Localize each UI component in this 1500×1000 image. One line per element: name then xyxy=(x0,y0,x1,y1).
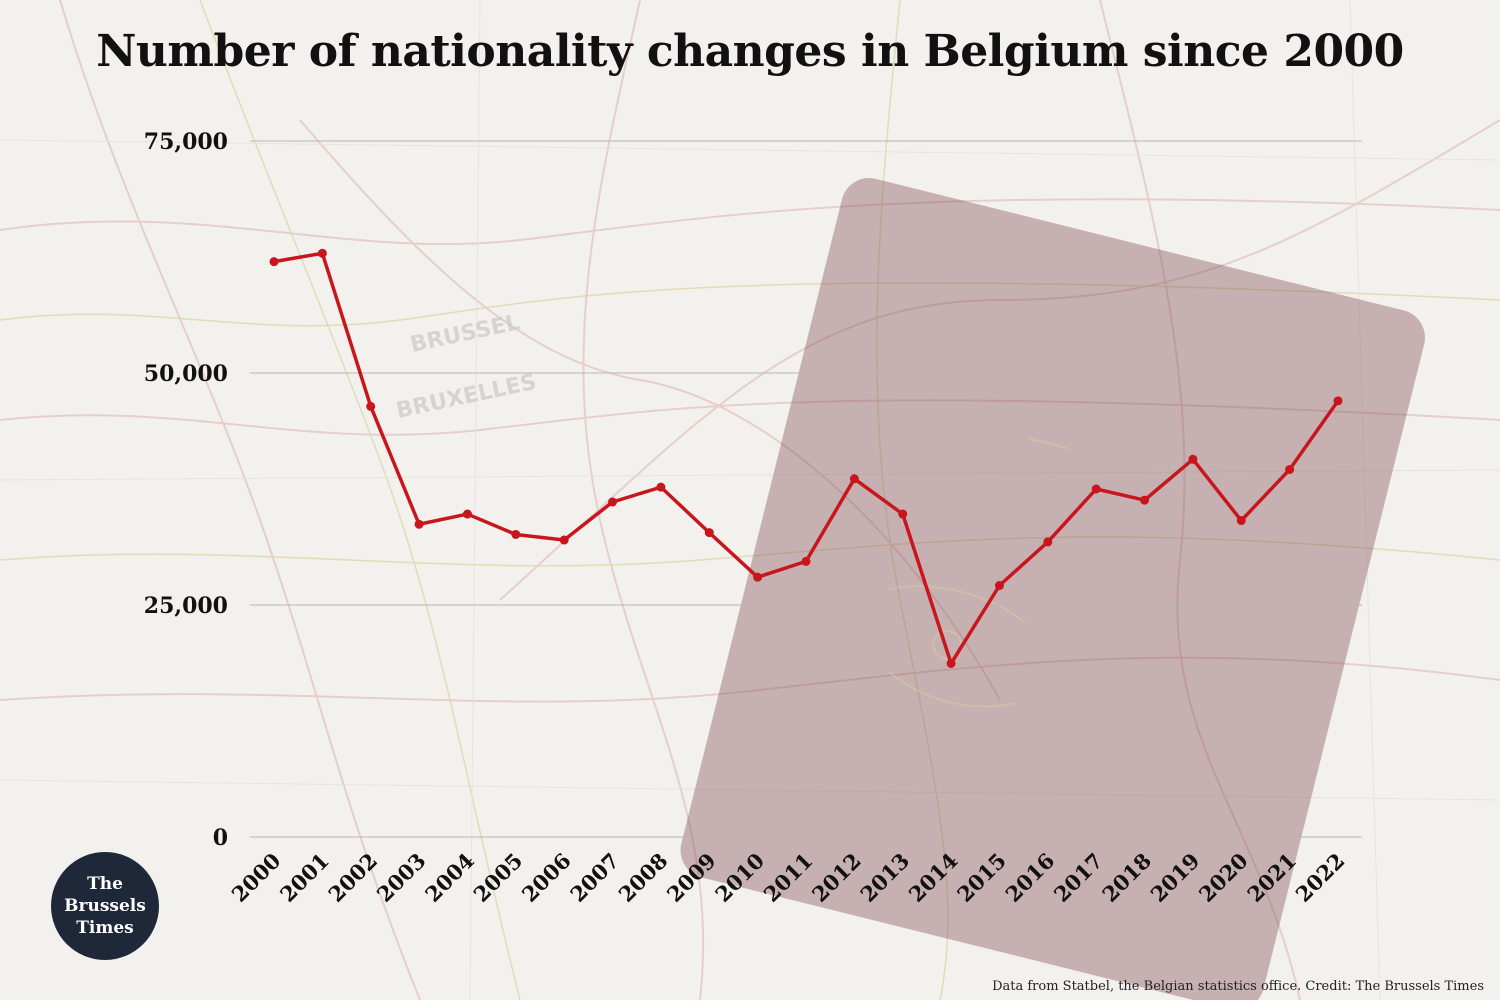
data-point xyxy=(898,509,908,519)
x-tick-label: 2006 xyxy=(517,848,576,907)
chart-title: Number of nationality changes in Belgium… xyxy=(96,26,1404,77)
data-point xyxy=(1091,484,1101,494)
x-tick-label: 2000 xyxy=(227,848,286,907)
data-point xyxy=(1236,516,1246,526)
data-point xyxy=(462,509,472,519)
data-point xyxy=(559,535,569,545)
x-tick-label: 2017 xyxy=(1049,848,1108,907)
series-line xyxy=(273,251,1340,666)
data-point xyxy=(414,519,424,529)
brussels-times-logo: The Brussels Times xyxy=(51,852,159,960)
y-tick-label: 75,000 xyxy=(144,129,228,155)
x-tick-label: 2019 xyxy=(1145,848,1204,907)
data-point xyxy=(608,497,618,507)
data-point xyxy=(704,528,714,538)
series-points xyxy=(269,248,1343,668)
data-point xyxy=(1140,495,1150,505)
x-tick-label: 2008 xyxy=(613,848,672,907)
y-tick-label: 0 xyxy=(213,825,228,851)
data-point xyxy=(1188,454,1198,464)
series-line-path xyxy=(273,251,1340,666)
data-point xyxy=(317,248,327,258)
x-tick-label: 2003 xyxy=(372,848,431,907)
x-tick-label: 2013 xyxy=(855,848,914,907)
x-tick-label: 2009 xyxy=(662,848,721,907)
y-axis-ticks: 0 25,000 50,000 75,000 xyxy=(144,129,228,851)
data-point xyxy=(801,556,811,566)
x-tick-label: 2011 xyxy=(759,848,818,907)
data-point xyxy=(366,401,376,411)
data-point xyxy=(1285,465,1295,475)
gridlines xyxy=(250,140,1362,838)
y-tick-label: 50,000 xyxy=(144,361,228,387)
source-credit: Data from Statbel, the Belgian statistic… xyxy=(992,979,1484,994)
passport-image xyxy=(680,177,1426,1000)
data-point xyxy=(656,482,666,492)
x-tick-label: 2014 xyxy=(904,848,963,907)
y-tick-label: 25,000 xyxy=(144,593,228,619)
data-point xyxy=(1043,537,1053,547)
x-tick-label: 2012 xyxy=(807,848,866,907)
data-point xyxy=(946,658,956,668)
x-tick-label: 2005 xyxy=(468,848,527,907)
x-tick-label: 2022 xyxy=(1291,848,1350,907)
data-point xyxy=(994,581,1004,591)
data-point xyxy=(511,529,521,539)
data-point xyxy=(269,257,279,267)
x-tick-label: 2016 xyxy=(1000,848,1059,907)
x-tick-label: 2001 xyxy=(275,848,334,907)
data-point xyxy=(1333,396,1343,406)
data-point xyxy=(849,474,859,484)
data-point xyxy=(753,572,763,582)
x-tick-label: 2015 xyxy=(952,848,1011,907)
x-tick-label: 2021 xyxy=(1242,848,1301,907)
logo-text: The Brussels Times xyxy=(64,874,146,938)
x-tick-label: 2020 xyxy=(1194,848,1253,907)
x-tick-label: 2004 xyxy=(420,848,479,907)
x-tick-label: 2002 xyxy=(323,848,382,907)
x-tick-label: 2007 xyxy=(565,848,624,907)
x-tick-label: 2018 xyxy=(1097,848,1156,907)
x-tick-label: 2010 xyxy=(710,848,769,907)
x-axis-ticks: 2000200120022003200420052006200720082009… xyxy=(227,848,1350,907)
